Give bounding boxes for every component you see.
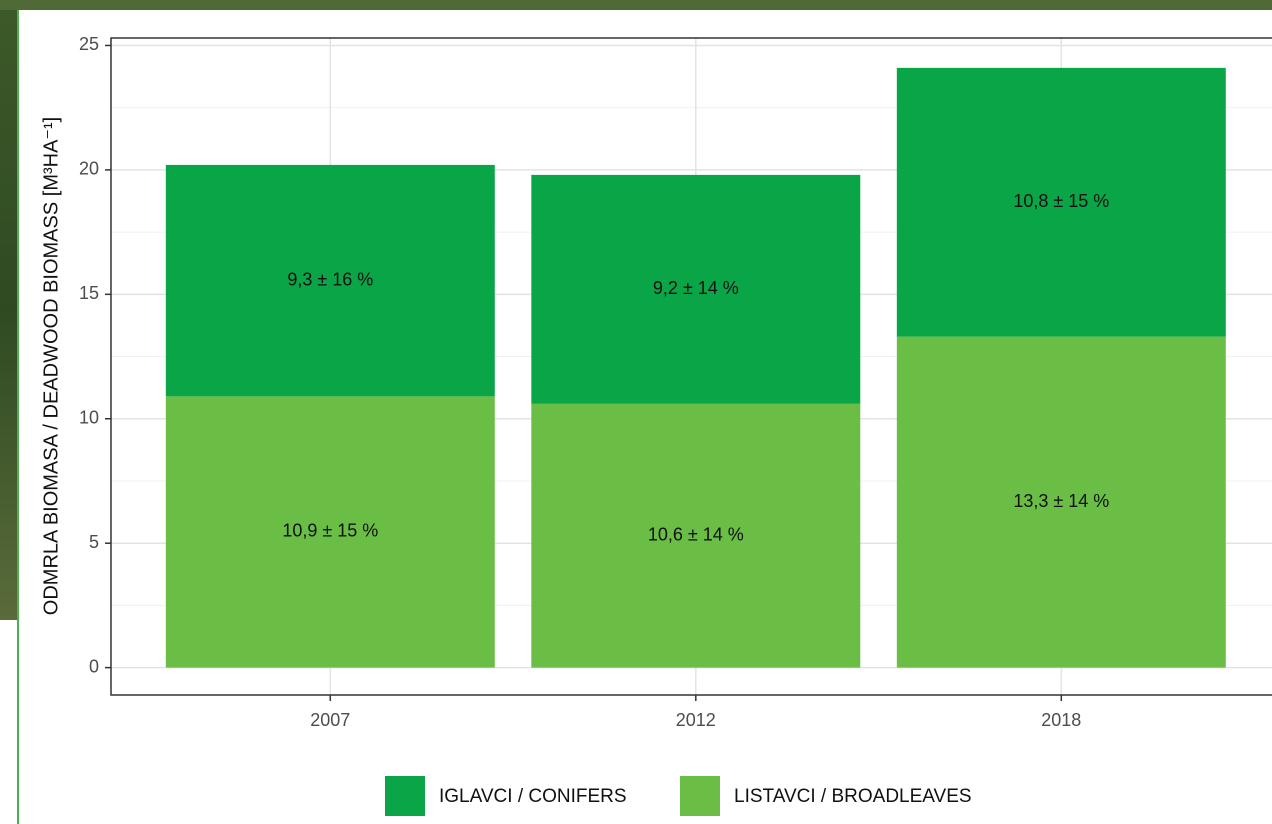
bar-segment	[531, 403, 861, 668]
x-tick-label: 2018	[1041, 710, 1081, 730]
x-tick-label: 2012	[676, 710, 716, 730]
bar-segment	[896, 336, 1226, 668]
y-axis-label: ODMRLA BIOMASA / DEADWOOD BIOMASS [M³HA⁻…	[40, 117, 62, 615]
data-label: 10,8 ± 15 %	[1013, 191, 1109, 211]
legend-key	[680, 776, 720, 816]
y-tick-label: 25	[79, 34, 99, 54]
background-strip	[0, 0, 1272, 10]
data-label: 13,3 ± 14 %	[1013, 491, 1109, 511]
bar-segment	[165, 396, 495, 668]
bar-segment	[896, 67, 1226, 337]
data-label: 9,3 ± 16 %	[287, 269, 373, 289]
plot-border	[110, 37, 1272, 696]
y-tick-label: 20	[79, 159, 99, 179]
data-label: 10,6 ± 14 %	[648, 524, 744, 544]
y-tick-label: 5	[89, 532, 99, 552]
background-corner	[0, 620, 18, 824]
y-tick-label: 15	[79, 283, 99, 303]
bar-segment	[165, 164, 495, 397]
legend-label: IGLAVCI / CONIFERS	[439, 786, 627, 807]
data-label: 9,2 ± 14 %	[653, 278, 739, 298]
legend-label: LISTAVCI / BROADLEAVES	[734, 786, 972, 807]
x-tick-label: 2007	[310, 710, 350, 730]
data-label: 10,9 ± 15 %	[282, 521, 378, 541]
bar-segment	[531, 174, 861, 404]
y-tick-label: 0	[89, 656, 99, 676]
y-tick-label: 10	[79, 408, 99, 428]
legend-key	[385, 776, 425, 816]
